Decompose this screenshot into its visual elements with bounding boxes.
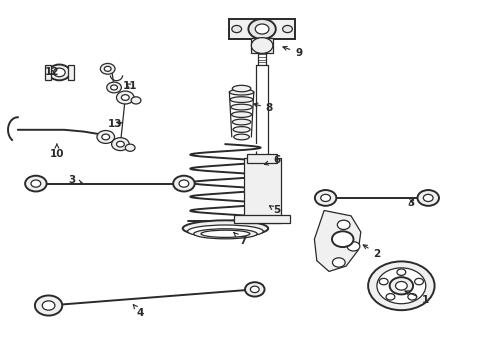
Ellipse shape [234,134,249,140]
Bar [251,39,273,53]
Ellipse shape [194,229,257,239]
Polygon shape [315,211,361,271]
Circle shape [377,268,426,304]
Ellipse shape [188,225,263,238]
Circle shape [423,194,433,202]
Circle shape [417,190,439,206]
Circle shape [31,180,41,187]
Text: 3: 3 [408,198,415,208]
Circle shape [408,294,416,300]
Circle shape [25,176,47,192]
Ellipse shape [232,85,251,92]
Circle shape [347,242,360,251]
Text: 5: 5 [270,206,280,216]
Text: 11: 11 [123,81,137,91]
Circle shape [100,63,115,74]
Circle shape [390,277,413,294]
Circle shape [368,261,435,310]
Circle shape [283,26,293,33]
Circle shape [97,131,115,143]
Text: 2: 2 [363,245,381,258]
Bar [244,158,281,223]
Bar [68,65,74,80]
Text: 12: 12 [45,67,59,77]
Circle shape [415,278,423,285]
Ellipse shape [229,89,254,95]
Text: 3: 3 [68,175,82,185]
Circle shape [395,282,407,290]
Text: 10: 10 [49,144,64,159]
Bar [229,19,295,39]
Circle shape [112,138,129,150]
Circle shape [107,82,122,93]
Bar [247,154,277,163]
Ellipse shape [232,112,251,117]
Circle shape [53,68,65,77]
Text: 1: 1 [405,291,429,305]
Circle shape [122,95,129,100]
Circle shape [232,26,242,33]
Circle shape [397,269,406,275]
Circle shape [131,97,141,104]
Circle shape [248,19,276,39]
Ellipse shape [232,119,251,125]
Circle shape [104,66,111,71]
Circle shape [42,301,55,310]
Circle shape [117,91,134,104]
Ellipse shape [183,220,268,237]
Circle shape [49,64,70,80]
Circle shape [179,180,189,187]
Circle shape [251,38,273,53]
Circle shape [386,294,395,300]
Circle shape [117,141,124,147]
Text: 4: 4 [133,305,144,318]
Text: 9: 9 [283,46,302,58]
Circle shape [250,286,259,293]
Ellipse shape [233,127,250,132]
Circle shape [111,85,118,90]
Circle shape [102,134,110,140]
Circle shape [379,278,388,285]
Circle shape [332,258,345,267]
Circle shape [255,24,269,34]
Circle shape [125,144,135,151]
Text: 13: 13 [108,120,123,129]
Ellipse shape [201,230,250,237]
Text: 7: 7 [234,233,246,246]
Text: 6: 6 [265,155,280,165]
Circle shape [315,190,336,206]
Circle shape [245,282,265,297]
Circle shape [173,176,195,192]
Ellipse shape [231,104,252,110]
Bar [234,215,290,223]
Ellipse shape [230,97,253,103]
Circle shape [35,296,62,316]
Circle shape [332,231,353,247]
Circle shape [321,194,331,202]
Bar [45,65,50,80]
Circle shape [337,220,350,229]
Text: 8: 8 [254,103,273,113]
